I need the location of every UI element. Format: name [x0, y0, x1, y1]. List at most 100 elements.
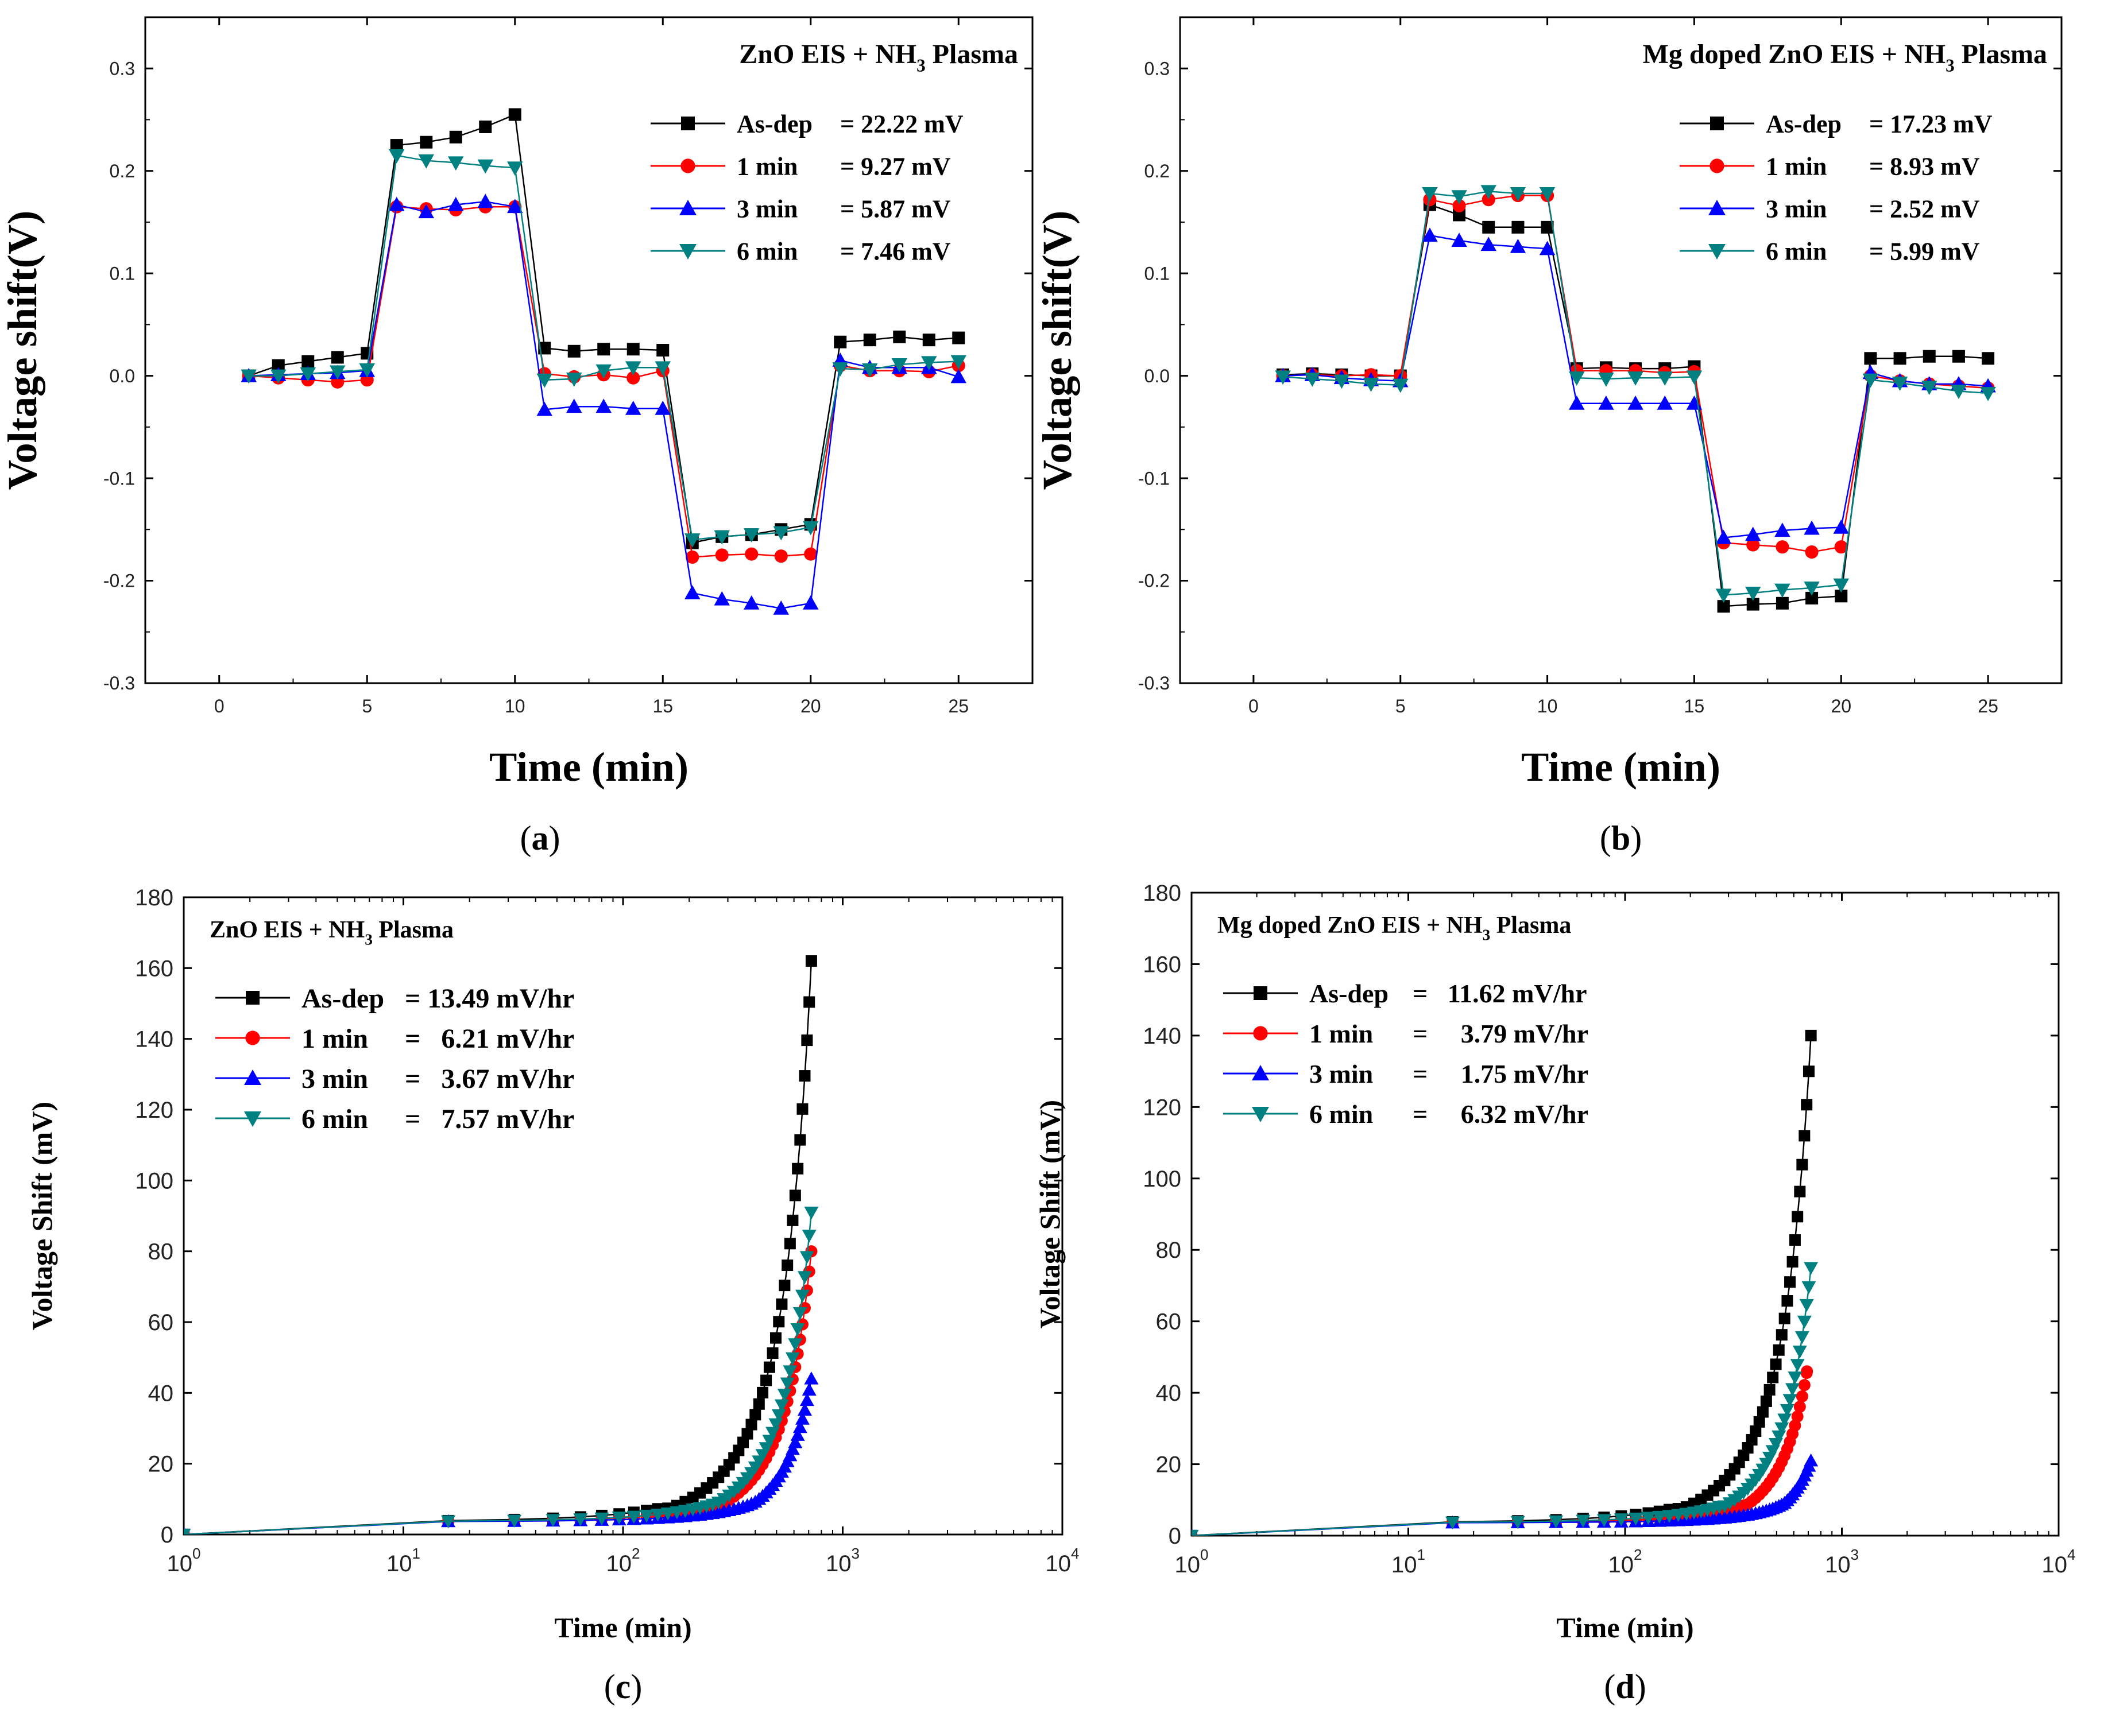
data-point	[594, 1512, 609, 1526]
data-point	[1790, 1359, 1805, 1372]
data-point	[1686, 370, 1703, 385]
data-point	[507, 1514, 522, 1528]
data-point	[863, 334, 876, 347]
x-axis-title: Time (min)	[489, 743, 689, 790]
data-point	[1763, 1384, 1776, 1396]
legend-item: 1 min = 8.93 mV	[1680, 152, 1980, 180]
data-point	[1569, 396, 1585, 410]
data-point	[803, 595, 819, 610]
data-point	[1662, 1510, 1677, 1523]
y-tick-label: 120	[135, 1098, 173, 1123]
data-point	[744, 595, 760, 610]
series-3-min	[1275, 227, 1996, 544]
data-point	[787, 1214, 799, 1226]
data-point	[660, 1507, 675, 1521]
data-point	[783, 1365, 798, 1378]
data-point	[773, 526, 789, 541]
legend-value: = 17.23 mV	[1869, 110, 1993, 138]
panel-label: (c)	[604, 1668, 643, 1706]
data-point	[684, 533, 701, 548]
data-point	[1952, 350, 1965, 363]
data-point	[479, 120, 492, 133]
data-point	[799, 1251, 814, 1264]
data-point	[418, 154, 434, 169]
data-point	[508, 108, 521, 121]
chart-title: Mg doped ZnO EIS + NH3 Plasma	[1643, 39, 2047, 75]
data-point	[745, 547, 759, 561]
data-point	[780, 1377, 795, 1391]
x-tick-label: 101	[1391, 1546, 1425, 1578]
data-point	[785, 1352, 800, 1366]
data-point	[1596, 1514, 1611, 1528]
data-point	[749, 1409, 761, 1421]
data-point	[1480, 185, 1496, 200]
data-point	[477, 159, 493, 174]
data-point	[774, 549, 788, 563]
data-point	[1801, 1281, 1816, 1295]
legend-marker	[244, 1070, 261, 1085]
data-point	[1614, 1513, 1629, 1526]
data-point	[1804, 582, 1820, 596]
y-tick-label: -0.2	[1138, 571, 1170, 591]
data-point	[330, 365, 346, 380]
y-tick-label: 40	[148, 1381, 174, 1406]
y-tick-label: 100	[1143, 1167, 1181, 1192]
legend-name: 6 min	[301, 1104, 368, 1134]
data-point	[1789, 1234, 1801, 1246]
panel-a: -0.3 -0.2 -0.1 0.0 0.1 0.2 0.3 0 5 10 15 20 25 Time (…	[0, 16, 1034, 857]
x-tick-label: 10	[1537, 696, 1558, 716]
data-point	[448, 196, 464, 211]
data-point	[805, 955, 817, 967]
y-tick-label: 140	[1143, 1024, 1181, 1049]
data-point	[566, 372, 582, 387]
x-tick-label: 20	[800, 696, 821, 716]
legend-marker	[244, 1111, 261, 1127]
data-point	[862, 363, 878, 378]
legend-item: 6 min = 6.32 mV/hr	[1223, 1099, 1588, 1129]
legend-name: 6 min	[1766, 237, 1827, 265]
data-point	[625, 400, 641, 415]
data-point	[801, 1034, 813, 1047]
legend-name: 1 min	[737, 152, 798, 180]
data-point	[1784, 1276, 1796, 1288]
data-point	[795, 1289, 810, 1303]
data-point	[767, 1347, 779, 1359]
legend-name: As-dep	[1309, 979, 1389, 1008]
data-point	[1793, 1401, 1806, 1413]
data-point	[1776, 1329, 1788, 1341]
data-point	[782, 1259, 794, 1271]
panel-c: 0 20 40 60 80 100 120 140 160 180 100 101 102 103 104 T…	[26, 885, 1079, 1706]
data-point	[794, 1134, 806, 1146]
data-point	[241, 369, 257, 384]
y-tick-label: -0.1	[1138, 468, 1170, 489]
legend-marker	[1709, 158, 1724, 173]
data-point	[1760, 1395, 1772, 1407]
data-point	[1453, 208, 1466, 222]
data-point	[1774, 522, 1790, 537]
y-tick-label: 0	[161, 1522, 173, 1548]
legend-name: 1 min	[1309, 1019, 1373, 1048]
data-point	[784, 1238, 796, 1250]
data-point	[1864, 352, 1877, 365]
data-point	[1304, 372, 1320, 387]
data-point	[792, 1162, 804, 1175]
y-tick-label: 180	[1143, 881, 1181, 906]
x-tick-label: 102	[1608, 1546, 1642, 1578]
data-point	[625, 361, 641, 376]
legend-item: As-dep = 22.22 mV	[651, 110, 964, 138]
data-point	[1893, 352, 1906, 365]
data-point	[567, 344, 581, 358]
data-point	[789, 1189, 801, 1202]
y-tick-label: -0.2	[103, 571, 135, 591]
data-point	[1794, 1331, 1809, 1344]
data-point	[1652, 1510, 1667, 1524]
legend-item: 3 min = 3.67 mV/hr	[215, 1064, 574, 1094]
data-point	[1921, 381, 1937, 395]
y-tick-label: 0.0	[1144, 366, 1170, 386]
data-point	[566, 398, 582, 413]
legend-item: 6 min = 7.57 mV/hr	[215, 1104, 574, 1134]
x-tick-label: 103	[826, 1545, 860, 1576]
data-point	[1627, 371, 1643, 386]
series-3-min	[184, 1371, 819, 1534]
legend-item: As-dep = 11.62 mV/hr	[1223, 979, 1587, 1008]
